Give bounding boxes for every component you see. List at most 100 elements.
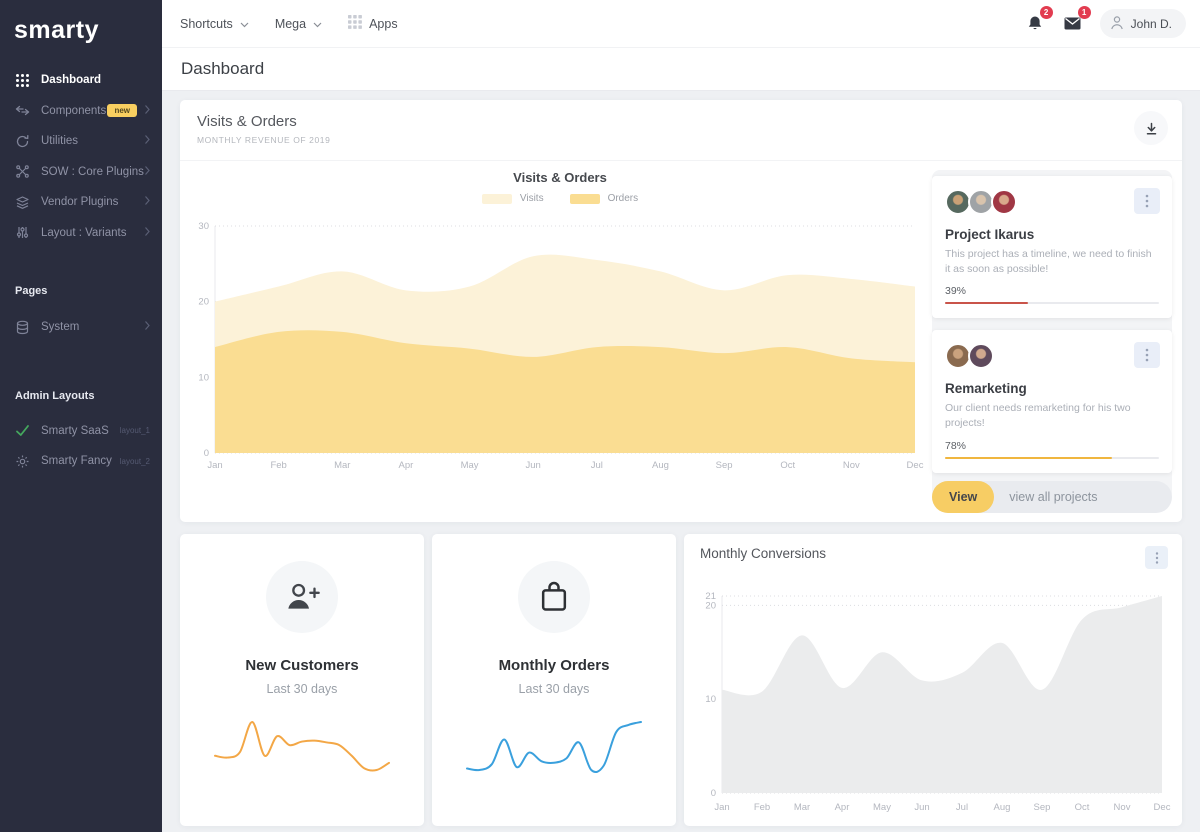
topbar-right: 2 1 John D. <box>1024 5 1186 38</box>
visits-card-header: Visits & Orders MONTHLY REVENUE OF 2019 <box>180 100 1182 161</box>
svg-text:0: 0 <box>711 788 716 799</box>
mega-label: Mega <box>274 16 307 31</box>
shortcuts-label: Shortcuts <box>180 16 233 31</box>
layers-icon <box>15 195 30 210</box>
sidebar-item-label: System <box>41 321 80 334</box>
orders-swatch <box>569 193 600 204</box>
card-subtitle: MONTHLY REVENUE OF 2019 <box>197 135 331 145</box>
topbar: Shortcuts Mega Apps 2 1 John D. <box>162 0 1200 48</box>
arrows-icon <box>15 103 30 118</box>
svg-text:Oct: Oct <box>1075 802 1090 813</box>
sidebar-item-label: Smarty SaaS <box>41 424 109 437</box>
legend-label: Visits <box>519 193 544 204</box>
chart-legend: Visits Orders <box>180 193 940 204</box>
sidebar-item-utilities[interactable]: Utilities <box>0 126 162 157</box>
layout-meta: layout_2 <box>119 456 150 466</box>
icon-circle <box>518 561 590 633</box>
progress-fill <box>945 456 1112 459</box>
sidebar-item-layout-variants[interactable]: Layout : Variants <box>0 218 162 249</box>
svg-text:20: 20 <box>705 600 716 611</box>
view-all-projects-link[interactable]: view all projects <box>1009 489 1098 504</box>
avatar-group <box>945 189 1159 215</box>
svg-text:30: 30 <box>198 221 209 232</box>
apps-menu[interactable]: Apps <box>348 15 398 32</box>
sliders-icon <box>15 225 30 240</box>
nodes-icon <box>15 164 30 179</box>
monthly-conversions-card: Monthly Conversions 0 10 20 21 Jan Feb Mar Apr M… <box>684 534 1182 826</box>
card-title: Monthly Conversions <box>700 546 827 561</box>
card-menu-button[interactable] <box>1134 342 1160 369</box>
sidebar-item-dashboard[interactable]: Dashboard <box>0 65 162 96</box>
icon-circle <box>266 561 338 633</box>
svg-text:Jul: Jul <box>591 460 603 471</box>
chevron-right-icon <box>145 321 150 333</box>
check-icon <box>15 423 30 438</box>
shortcuts-menu[interactable]: Shortcuts <box>180 17 249 31</box>
svg-text:20: 20 <box>198 297 209 308</box>
svg-text:Jun: Jun <box>526 460 541 471</box>
avatar <box>968 343 994 370</box>
project-description: This project has a timeline, we need to … <box>945 248 1152 275</box>
sidebar-item-label: SOW : Core Plugins <box>41 165 144 178</box>
svg-text:Jan: Jan <box>207 460 222 471</box>
projects-panel: Project Ikarus This project has a timeli… <box>932 170 1172 513</box>
svg-text:10: 10 <box>198 372 209 383</box>
mail-count-badge: 1 <box>1077 5 1091 19</box>
chevron-right-icon <box>145 165 150 178</box>
svg-text:Feb: Feb <box>754 802 770 813</box>
messages-button[interactable]: 1 <box>1062 5 1091 35</box>
svg-text:Nov: Nov <box>843 460 860 471</box>
svg-text:Mar: Mar <box>794 802 810 813</box>
mail-icon <box>1064 17 1081 30</box>
sidebar-item-sow-core-plugins[interactable]: SOW : Core Plugins <box>0 157 162 188</box>
sidebar-item-vendor-plugins[interactable]: Vendor Plugins <box>0 187 162 218</box>
legend-label: Orders <box>607 193 639 204</box>
download-button[interactable] <box>1134 111 1168 145</box>
sidebar-item-smarty-saas[interactable]: Smarty SaaS layout_1 <box>0 416 162 447</box>
svg-text:10: 10 <box>705 694 716 705</box>
database-icon <box>15 320 30 335</box>
monthly-orders-sparkline <box>466 721 642 773</box>
layout-meta: layout_1 <box>119 426 150 436</box>
mega-menu[interactable]: Mega <box>275 17 322 31</box>
page-title: Dashboard <box>181 59 265 78</box>
svg-text:Mar: Mar <box>334 460 350 471</box>
progress-percent: 78% <box>945 439 967 452</box>
card-title: Visits & Orders <box>197 113 297 130</box>
download-icon <box>1146 122 1156 135</box>
card-menu-button[interactable] <box>1145 546 1168 569</box>
sidebar-item-label: Smarty Fancy <box>41 455 112 468</box>
card-menu-button[interactable] <box>1134 188 1160 214</box>
svg-text:Sep: Sep <box>716 460 733 471</box>
refresh-icon <box>15 134 30 149</box>
chevron-right-icon <box>145 226 150 239</box>
svg-text:Apr: Apr <box>835 802 850 813</box>
user-icon <box>1110 15 1124 33</box>
kebab-icon <box>1145 349 1149 362</box>
project-title: Project Ikarus <box>945 227 1035 242</box>
monthly-orders-card: Monthly Orders Last 30 days <box>432 534 676 826</box>
chevron-right-icon <box>145 135 150 147</box>
project-title: Remarketing <box>945 381 1027 397</box>
project-card-ikarus: Project Ikarus This project has a timeli… <box>932 176 1172 319</box>
progress-track <box>945 456 1159 459</box>
bag-icon <box>541 581 567 611</box>
sidebar-item-smarty-fancy[interactable]: Smarty Fancy layout_2 <box>0 446 162 477</box>
user-menu[interactable]: John D. <box>1099 9 1186 38</box>
svg-text:Sep: Sep <box>1034 802 1051 813</box>
chevron-right-icon <box>145 196 150 208</box>
notifications-button[interactable]: 2 <box>1024 5 1053 35</box>
progress-fill <box>945 302 1029 305</box>
sidebar-item-system[interactable]: System <box>0 312 162 343</box>
stat-title: Monthly Orders <box>498 657 610 674</box>
view-button[interactable]: View <box>932 480 995 513</box>
chevron-down-icon <box>313 17 322 31</box>
sidebar-item-components[interactable]: Components new <box>0 96 162 127</box>
svg-text:Jan: Jan <box>714 802 729 813</box>
sidebar-item-label: Utilities <box>41 135 79 148</box>
page-header: Dashboard <box>162 48 1200 91</box>
view-all-row: View view all projects <box>932 480 1172 513</box>
avatar-group <box>945 343 1159 370</box>
svg-text:Oct: Oct <box>780 460 795 471</box>
visits-orders-chart: 0 10 20 30 Jan Feb Mar Apr May Jun Jul Aug Sep Oct Nov… <box>198 221 923 471</box>
